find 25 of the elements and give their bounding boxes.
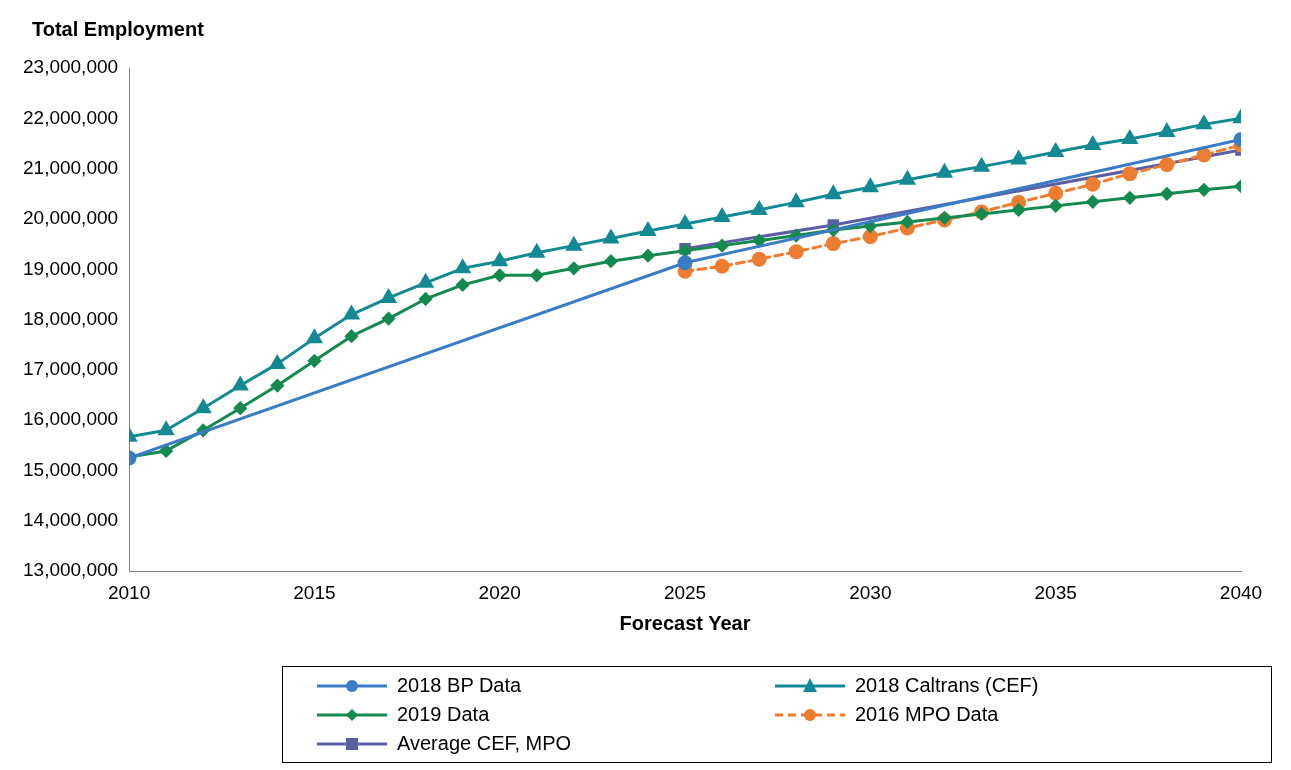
x-axis-title: Forecast Year xyxy=(619,611,751,634)
legend-label: Average CEF, MPO xyxy=(397,732,572,755)
y-tick-label: 13,000,000 xyxy=(23,559,119,581)
y-tick-label: 21,000,000 xyxy=(23,156,119,178)
legend-label: 2019 Data xyxy=(397,703,490,726)
x-tick-label: 2030 xyxy=(849,581,892,603)
x-tick-label: 2015 xyxy=(293,581,336,603)
y-tick-label: 14,000,000 xyxy=(23,509,119,531)
y-axis-title: Total Employment xyxy=(32,18,204,41)
y-tick-label: 23,000,000 xyxy=(23,56,119,78)
x-tick-label: 2025 xyxy=(663,581,707,603)
x-tick-label: 2020 xyxy=(478,581,521,603)
legend-label: 2018 Caltrans (CEF) xyxy=(855,674,1039,697)
y-tick-label: 16,000,000 xyxy=(23,408,119,430)
y-tick-label: 15,000,000 xyxy=(23,458,119,480)
x-tick-label: 2035 xyxy=(1034,581,1077,603)
y-tick-label: 20,000,000 xyxy=(23,207,119,229)
x-tick-label: 2010 xyxy=(107,581,151,603)
y-tick-label: 17,000,000 xyxy=(23,358,119,380)
y-tick-label: 22,000,000 xyxy=(23,106,119,128)
y-tick-label: 19,000,000 xyxy=(23,257,119,279)
x-tick-label: 2040 xyxy=(1219,581,1263,603)
legend-label: 2018 BP Data xyxy=(397,674,522,697)
legend-label: 2016 MPO Data xyxy=(855,703,999,726)
y-tick-label: 18,000,000 xyxy=(23,307,119,329)
